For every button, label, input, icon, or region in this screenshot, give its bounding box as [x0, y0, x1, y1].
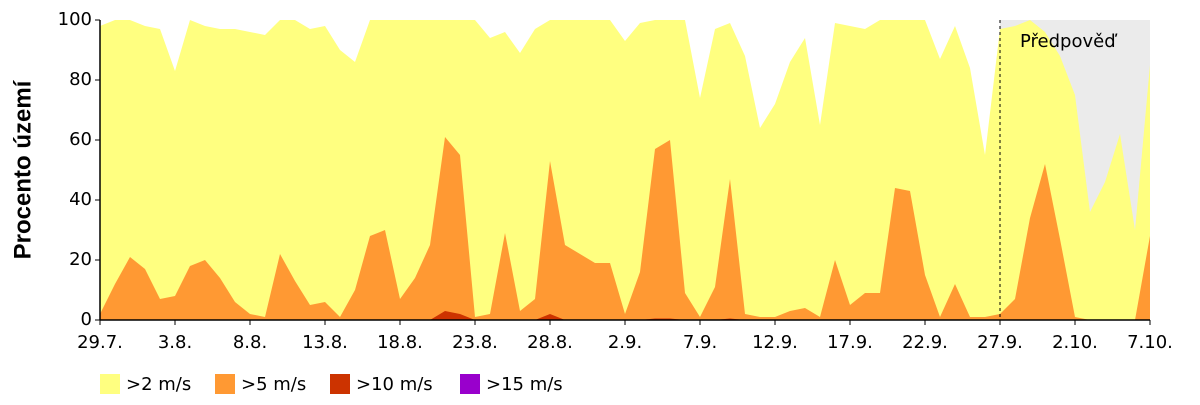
- legend-label: >15 m/s: [486, 374, 563, 395]
- y-tick-label: 80: [69, 69, 92, 90]
- x-tick-label: 22.9.: [902, 332, 948, 353]
- x-tick-label: 29.7.: [77, 332, 123, 353]
- area: [100, 137, 1150, 320]
- legend-swatch: [100, 374, 120, 394]
- y-tick-label: 40: [69, 189, 92, 210]
- forecast-label: Předpověď: [1020, 31, 1118, 52]
- x-tick-label: 2.10.: [1052, 332, 1098, 353]
- x-tick-label: 7.9.: [683, 332, 717, 353]
- y-tick-label: 100: [58, 9, 92, 30]
- y-tick-label: 0: [81, 309, 92, 330]
- legend-swatch: [330, 374, 350, 394]
- y-axis-title: Procento území: [9, 79, 36, 259]
- x-tick-label: 8.8.: [233, 332, 267, 353]
- x-tick-label: 27.9.: [977, 332, 1023, 353]
- x-tick-label: 23.8.: [452, 332, 498, 353]
- legend-label: >5 m/s: [241, 374, 306, 395]
- x-tick-label: 7.10.: [1127, 332, 1173, 353]
- x-tick-label: 13.8.: [302, 332, 348, 353]
- legend-swatch: [215, 374, 235, 394]
- legend-swatch: [460, 374, 480, 394]
- x-tick-label: 17.9.: [827, 332, 873, 353]
- x-tick-label: 2.9.: [608, 332, 642, 353]
- x-tick-label: 28.8.: [527, 332, 573, 353]
- y-tick-label: 60: [69, 129, 92, 150]
- legend-label: >2 m/s: [126, 374, 191, 395]
- y-tick-label: 20: [69, 249, 92, 270]
- x-tick-label: 3.8.: [158, 332, 192, 353]
- legend-label: >10 m/s: [356, 374, 433, 395]
- x-tick-label: 12.9.: [752, 332, 798, 353]
- x-tick-label: 18.8.: [377, 332, 423, 353]
